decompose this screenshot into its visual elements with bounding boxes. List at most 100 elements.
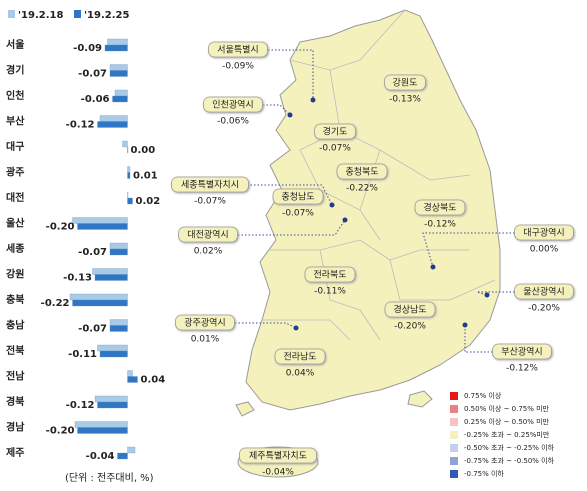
category-label: 충북: [6, 293, 24, 306]
island: [235, 401, 255, 417]
island: [407, 390, 433, 408]
leader-line: [238, 219, 346, 236]
category-label: 충남: [6, 319, 25, 332]
region-label-box: [314, 123, 356, 140]
bar: [127, 370, 133, 377]
legend-swatch: [8, 10, 15, 18]
region-value: 0.02%: [194, 247, 223, 257]
bar: [109, 64, 128, 71]
legend-swatch: [450, 431, 458, 439]
legend-swatch: [450, 405, 458, 413]
legend-swatch: [450, 418, 458, 426]
legend-label: -0.75% 이하: [464, 469, 504, 478]
category-label: 전북: [6, 344, 24, 357]
region-value: -0.22%: [346, 184, 378, 194]
region-value: 0.01%: [191, 335, 220, 345]
value-label: 0.00: [131, 145, 156, 156]
legend-label: '19.2.25: [84, 10, 129, 21]
bar: [72, 299, 128, 307]
region-label-box: [203, 96, 263, 113]
region-value: -0.12%: [424, 220, 456, 230]
bar: [77, 427, 128, 434]
value-label: -0.12: [66, 120, 95, 131]
region-label-box: [272, 188, 324, 205]
leader-line: [268, 49, 314, 100]
region-dot: [293, 325, 299, 331]
legend-label: -0.50% 초과 ~ -0.25% 이하: [464, 443, 555, 452]
region-name: 경상북도: [423, 202, 456, 214]
region-value: -0.12%: [506, 364, 538, 374]
region-name: 부산광역시: [501, 346, 542, 358]
bar: [77, 223, 128, 230]
region-name: 울산광역시: [523, 286, 564, 298]
legend-swatch: [74, 10, 81, 18]
region-value: -0.07%: [319, 144, 351, 154]
legend-label: '19.2.18: [18, 10, 63, 21]
bar: [109, 248, 128, 256]
bar: [109, 242, 128, 250]
region-label-box: [171, 176, 249, 193]
value-label: -0.22: [41, 298, 70, 309]
legend-label: -0.75% 초과 ~ -0.50% 이하: [464, 456, 555, 465]
region-name: 세종특별자치시: [181, 179, 239, 191]
region-dot: [287, 112, 293, 118]
region-value: -0.20%: [528, 304, 560, 314]
region-label-box: [414, 199, 466, 216]
category-label: 서울: [6, 38, 24, 51]
legend-swatch: [450, 457, 458, 465]
region-label-box: [492, 343, 552, 360]
korea-map: [235, 9, 501, 478]
legend-label: -0.25% 초과 ~ 0.25%미만: [464, 430, 550, 439]
bar: [127, 166, 131, 173]
category-label: 부산: [6, 115, 25, 128]
region-name: 전라북도: [313, 270, 346, 281]
region-dot: [430, 264, 436, 270]
region-label-box: [239, 447, 317, 464]
region-name: 광주광역시: [184, 317, 225, 329]
region-name: 인천광역시: [212, 99, 253, 111]
region-value: -0.20%: [394, 322, 426, 332]
legend-swatch: [450, 470, 458, 478]
region-value: -0.06%: [217, 117, 249, 127]
legend-label: 0.25% 이상 ~ 0.50% 미만: [464, 417, 550, 426]
bar: [97, 121, 128, 128]
region-dot: [484, 292, 490, 298]
bar: [109, 325, 128, 332]
region-label-box: [384, 301, 436, 318]
category-label: 세종: [6, 242, 24, 255]
value-label: -0.12: [66, 400, 95, 411]
value-label: -0.06: [81, 94, 110, 105]
bar: [99, 115, 128, 122]
region-name: 충청북도: [345, 167, 378, 178]
region-label-box: [514, 283, 574, 300]
region-value: 0.00%: [530, 245, 559, 255]
category-label: 울산: [6, 217, 25, 230]
bar: [69, 293, 128, 301]
region-value: -0.13%: [389, 95, 421, 105]
value-label: -0.13: [63, 273, 92, 284]
category-label: 경북: [6, 395, 24, 408]
region-label-box: [304, 266, 356, 283]
region-name: 경기도: [323, 126, 348, 138]
bar: [74, 421, 128, 428]
category-label: 경남: [6, 421, 25, 434]
region-label-box: [208, 41, 268, 58]
category-label: 광주: [6, 167, 24, 179]
region-label-box: [178, 226, 238, 243]
bar: [107, 38, 128, 46]
bar: [94, 274, 128, 281]
value-label: 0.04: [141, 375, 166, 386]
bar: [127, 197, 133, 205]
category-label: 강원: [6, 268, 24, 281]
bar: [127, 446, 136, 454]
region-label-box: [514, 224, 574, 241]
region-value: -0.07%: [282, 209, 314, 219]
bar: [92, 268, 128, 275]
mainland: [245, 9, 501, 411]
region-name: 대구광역시: [523, 227, 564, 239]
value-label: -0.07: [78, 324, 107, 335]
bar: [94, 395, 128, 403]
value-label: 0.01: [133, 171, 158, 182]
region-label-box: [384, 74, 426, 91]
category-label: 전남: [6, 370, 25, 383]
